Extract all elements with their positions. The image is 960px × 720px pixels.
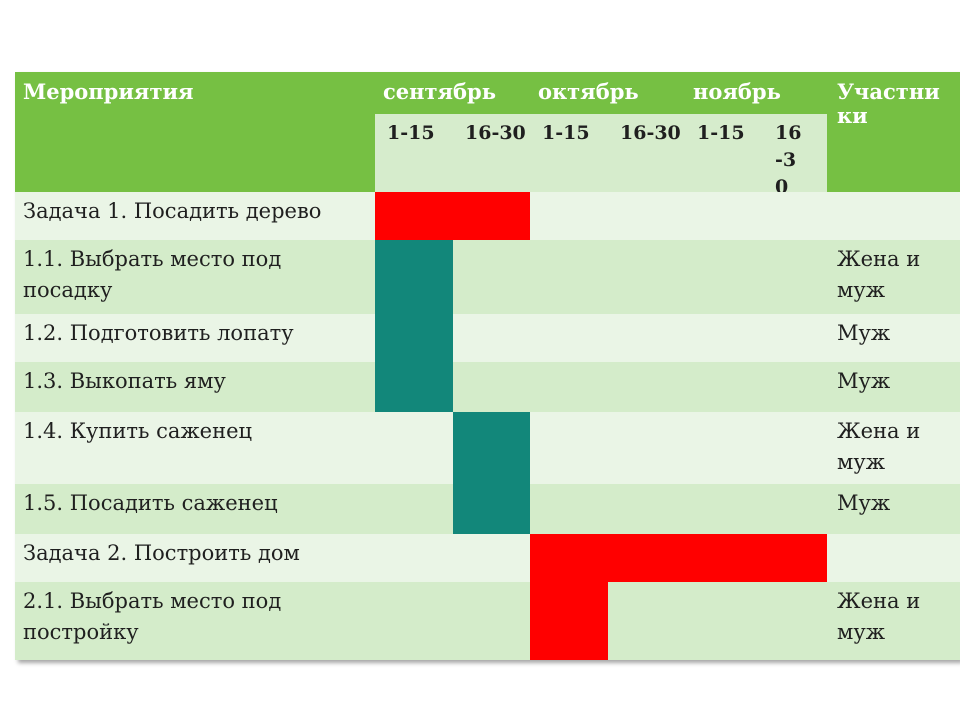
gantt-bar-subtask bbox=[375, 362, 453, 412]
participants-cell bbox=[827, 534, 960, 582]
gantt-bar-task bbox=[530, 582, 608, 660]
table-row bbox=[15, 582, 960, 660]
header-period: 16-30 bbox=[763, 114, 827, 192]
participants-cell: Жена и муж bbox=[837, 589, 921, 644]
table-row bbox=[15, 362, 960, 412]
table-row bbox=[15, 240, 960, 314]
gantt-bar-task bbox=[530, 534, 827, 582]
header-month-september: сентябрь bbox=[375, 72, 530, 114]
activity-name: 2.1. Выбрать место под постройку bbox=[23, 589, 282, 644]
gantt-bar-subtask bbox=[453, 412, 530, 484]
participants-cell: Жена и муж bbox=[837, 419, 921, 474]
activity-name: Задача 1. Посадить дерево bbox=[23, 199, 322, 223]
participants-cell: Муж bbox=[837, 491, 891, 515]
participants-cell: Жена и муж bbox=[837, 247, 921, 302]
participants-cell bbox=[827, 192, 960, 240]
header-activities: Мероприятия bbox=[15, 72, 375, 192]
header-period: 1-15 bbox=[685, 114, 763, 192]
header-period: 16-30 bbox=[453, 114, 530, 192]
participants-cell: Муж bbox=[837, 321, 891, 345]
activity-name: 1.4. Купить саженец bbox=[23, 419, 253, 443]
activity-name: 1.5. Посадить саженец bbox=[23, 491, 278, 515]
header-period: 1-15 bbox=[375, 114, 453, 192]
gantt-table: Мероприятия сентябрь октябрь ноябрь Учас… bbox=[15, 72, 960, 660]
activity-name: 1.3. Выкопать яму bbox=[23, 369, 226, 393]
activity-name: 1.1. Выбрать место под посадку bbox=[23, 247, 282, 302]
header-period: 16-30 bbox=[608, 114, 685, 192]
table-row bbox=[15, 314, 960, 362]
header-period: 1-15 bbox=[530, 114, 608, 192]
header-month-november: ноябрь bbox=[685, 72, 827, 114]
activity-name: Задача 2. Построить дом bbox=[23, 541, 300, 565]
gantt-bar-subtask bbox=[453, 484, 530, 534]
gantt-bar-subtask bbox=[375, 240, 453, 314]
header-month-october: октябрь bbox=[530, 72, 685, 114]
gantt-bar-task bbox=[375, 192, 530, 240]
activity-name: 1.2. Подготовить лопату bbox=[23, 321, 294, 345]
participants-cell: Муж bbox=[837, 369, 891, 393]
header-participants: Участники bbox=[827, 72, 960, 192]
gantt-bar-subtask bbox=[375, 314, 453, 362]
